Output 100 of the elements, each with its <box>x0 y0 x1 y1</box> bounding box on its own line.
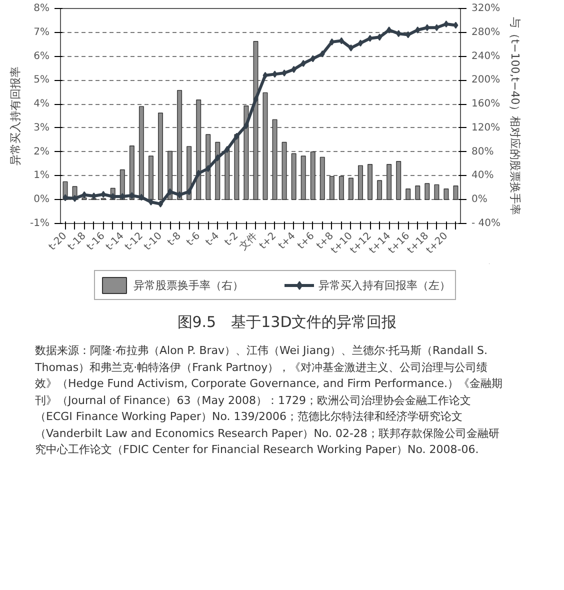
x-tick-label: t-6 <box>184 230 202 248</box>
bar <box>158 112 163 200</box>
point <box>386 26 392 34</box>
point <box>215 154 220 162</box>
point <box>415 26 420 34</box>
point <box>82 191 87 198</box>
point <box>72 194 78 202</box>
point <box>320 50 325 58</box>
point <box>272 70 278 78</box>
y-tick-label: 1% <box>34 170 50 182</box>
y-tick-label: 3% <box>34 122 50 134</box>
point <box>177 191 182 198</box>
point <box>338 37 344 44</box>
y2-tick-label: - 40% <box>472 218 501 229</box>
y2-axis-title: 与（t−100,t−40）相对应的股票换手率 <box>508 17 522 215</box>
bar <box>377 180 382 200</box>
bar <box>244 105 249 200</box>
bar <box>368 164 373 200</box>
bar <box>396 161 402 200</box>
bar <box>348 178 354 200</box>
y-tick-label: 8% <box>34 3 50 14</box>
bar <box>386 164 392 200</box>
point <box>168 188 173 196</box>
bar <box>453 186 458 200</box>
y2-tick-label: 320% <box>472 3 500 14</box>
y2-tick-label: 240% <box>472 50 500 62</box>
point <box>120 193 125 200</box>
bar <box>272 119 278 200</box>
bar <box>177 90 182 200</box>
x-tick-label: t-8 <box>166 230 184 248</box>
bar <box>282 142 287 200</box>
point <box>453 22 458 29</box>
point <box>253 96 258 103</box>
point <box>444 20 449 28</box>
bar <box>262 92 268 200</box>
y2-tick-label: 280% <box>472 26 500 38</box>
point <box>224 146 230 153</box>
y-tick-label: 0% <box>34 194 50 206</box>
point <box>196 170 202 177</box>
bar <box>320 156 325 200</box>
bar <box>129 146 134 200</box>
point <box>377 34 382 41</box>
bar <box>253 40 258 200</box>
point <box>138 194 144 201</box>
point <box>100 190 106 198</box>
text: 图9.5 基于13D文件的异常回报 <box>176 312 398 333</box>
bar <box>434 184 440 200</box>
y-tick-label: 4% <box>34 98 50 110</box>
bar <box>310 151 316 200</box>
y2-tick-label: 200% <box>472 74 500 86</box>
point <box>129 192 134 200</box>
point <box>368 34 373 42</box>
y2-tick-label: 0% <box>472 194 488 206</box>
bar <box>215 142 220 200</box>
y-tick-label: 7% <box>34 26 50 38</box>
bar <box>206 134 211 200</box>
point <box>396 30 402 38</box>
point <box>434 24 440 32</box>
y-tick-label: 6% <box>34 50 50 62</box>
x-tick-label: t+2 <box>258 230 279 252</box>
point <box>91 192 96 200</box>
point <box>262 72 268 79</box>
point <box>148 198 154 206</box>
bar <box>148 156 154 200</box>
point <box>291 66 296 73</box>
point <box>282 70 287 76</box>
x-tick-label: t+6 <box>296 230 317 252</box>
bar <box>224 149 230 200</box>
point <box>206 165 211 172</box>
point <box>110 193 116 200</box>
point <box>186 188 192 196</box>
point <box>234 132 240 140</box>
y-axis-title: 异常买入持有回报率 <box>9 66 22 166</box>
bar <box>358 165 363 200</box>
point <box>329 38 334 46</box>
bar <box>138 106 144 200</box>
point <box>244 122 249 130</box>
y-tick-label: 2% <box>34 146 50 158</box>
point <box>348 44 354 52</box>
bar <box>415 186 420 200</box>
y2-tick-label: 80% <box>472 146 494 158</box>
bar <box>300 156 306 200</box>
point <box>406 31 411 38</box>
point <box>300 60 306 67</box>
bar <box>329 176 334 200</box>
y2-tick-label: 160% <box>472 98 500 110</box>
source-note: 数据来源：阿隆·布拉弗（Alon P. Brav）、江伟（Wei Jiang）、兰德尔·托马斯（Randall S. Thomas）和弗兰克·帕特洛伊（Frank Partnoy），《对冲基金激进主义、公司治理与公司绩效》（Hedge Fund Activism, Corporate Governance, and Firm Performance.）《金融期刊》（Journal of Finance）63（May 2008）：1729；欧洲公司治理协会金融工作论文（ECGI Finance Working Paper）No. 139/2006；范德比尔特法律和经济学研究论文（Vanderbilt Law and Economics Research Paper）No. 02-28；联邦存款保险公司金融研究中心工作论文（FDIC Center for Financial Research Working Paper）No. 2008-06. <box>34 343 504 458</box>
bar <box>406 188 411 200</box>
point <box>310 55 316 62</box>
y2-tick-label: 40% <box>472 170 494 182</box>
bar <box>196 100 202 200</box>
bar <box>424 183 430 200</box>
x-tick-label: t+4 <box>276 230 298 252</box>
bar <box>444 188 449 200</box>
bar <box>234 134 240 200</box>
bar <box>338 176 344 200</box>
legend-label: 异常买入持有回报率（左） <box>318 278 450 292</box>
point <box>424 24 430 32</box>
point <box>62 194 68 202</box>
x-tick-label: t-4 <box>204 230 222 248</box>
